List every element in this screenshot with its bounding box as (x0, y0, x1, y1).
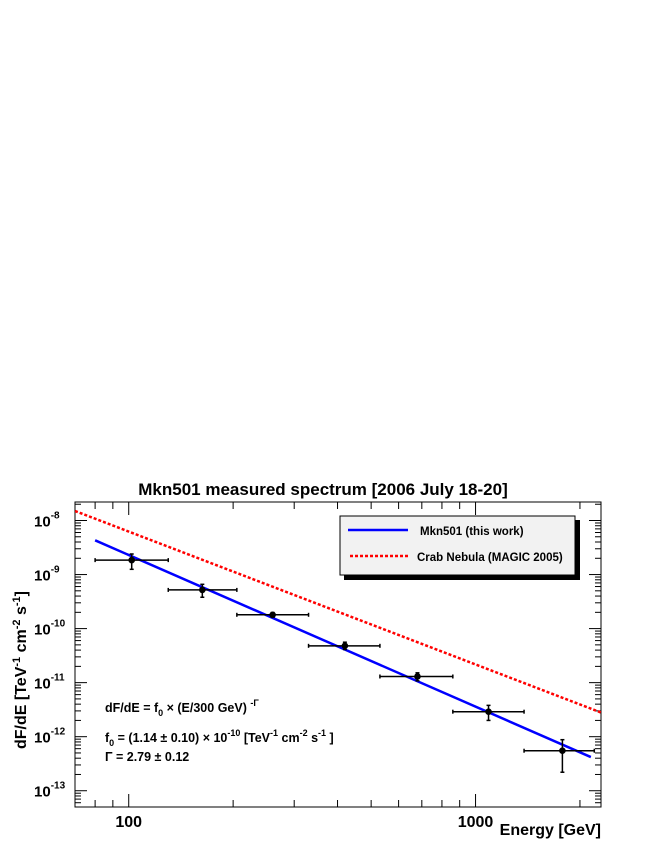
y-tick-label: 10-13 (34, 781, 66, 801)
y-tick-label: 10-10 (34, 619, 66, 639)
crab-nebula-line (75, 509, 601, 714)
data-marker (559, 747, 566, 755)
data-point (379, 672, 454, 682)
data-point (94, 553, 169, 571)
y-tick-label: 10-12 (34, 727, 66, 747)
data-point (452, 704, 525, 722)
data-marker (269, 611, 276, 619)
series-lines (75, 509, 601, 759)
x-axis-ticks (74, 502, 581, 807)
data-marker (341, 642, 349, 650)
data-point (523, 738, 596, 773)
data-marker (485, 708, 492, 715)
data-points (94, 553, 596, 773)
fit-formula: dF/dE = f0 × (E/300 GeV) -Γ (105, 698, 259, 718)
x-tick-label: 1000 (458, 814, 494, 831)
fit-index: Γ = 2.79 ± 0.12 (105, 750, 189, 764)
x-tick-label: 100 (115, 814, 142, 831)
y-axis-tick-labels: 10-13 10-12 10-11 10-10 10-9 10-8 (34, 511, 66, 801)
y-axis-ticks (75, 503, 601, 808)
fit-normalization: f0 = (1.14 ± 0.10) × 10-10 [TeV-1 cm-2 s… (105, 728, 334, 748)
legend-label-mkn501: Mkn501 (this work) (420, 526, 524, 538)
chart-title: Mkn501 measured spectrum [2006 July 18-2… (138, 480, 507, 499)
data-point (307, 641, 381, 651)
y-tick-label: 10-9 (34, 565, 60, 585)
data-point (236, 611, 310, 619)
data-point (167, 583, 238, 599)
legend-box (339, 515, 576, 576)
legend: Mkn501 (this work) Crab Nebula (MAGIC 20… (339, 515, 580, 580)
data-marker (199, 586, 206, 594)
legend-label-crab: Crab Nebula (MAGIC 2005) (417, 552, 563, 564)
data-marker (128, 556, 136, 564)
y-tick-label: 10-11 (34, 673, 65, 693)
x-axis-tick-labels: 100 1000 (115, 814, 493, 831)
y-axis-label: dF/dE [TeV-1 cm-2 s-1] (11, 591, 30, 749)
y-tick-label: 10-8 (34, 511, 60, 531)
fit-line-mkn501 (94, 539, 592, 759)
x-axis-label: Energy [GeV] (500, 822, 601, 839)
data-marker (414, 673, 421, 680)
